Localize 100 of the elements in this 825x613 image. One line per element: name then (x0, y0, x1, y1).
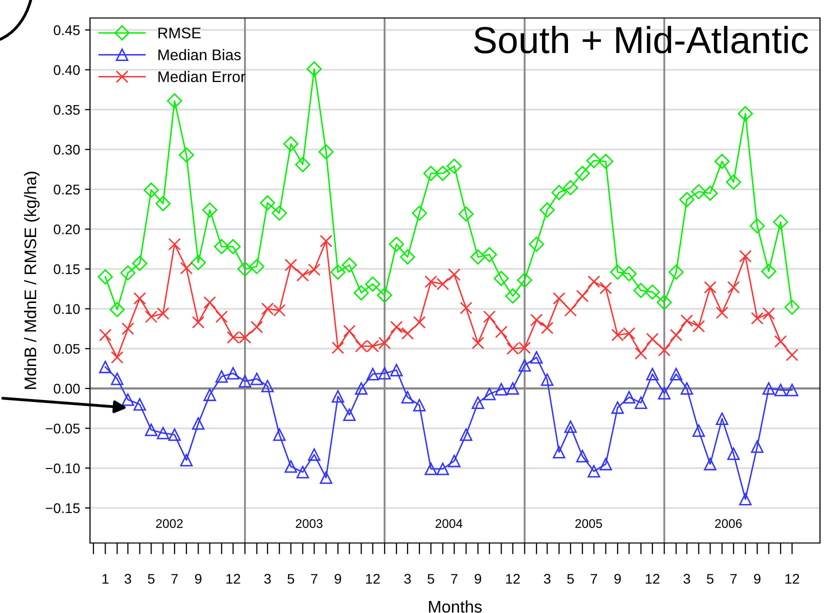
point (98, 269, 113, 284)
point (773, 214, 788, 230)
point (704, 281, 716, 294)
point (586, 153, 602, 168)
x-tick-label: 9 (754, 574, 760, 584)
point (295, 157, 310, 172)
point (751, 312, 764, 325)
point (494, 270, 509, 286)
point (133, 292, 146, 305)
point (423, 166, 438, 181)
x-tick-label: 12 (226, 574, 240, 584)
annotation: 2006 (715, 519, 742, 528)
point (658, 344, 671, 356)
point (110, 372, 124, 386)
y-tick-label: 0.45 (54, 25, 80, 36)
point (448, 268, 460, 281)
point (332, 342, 344, 354)
point (99, 328, 112, 342)
point (762, 382, 775, 395)
annotation: 2005 (575, 519, 602, 528)
point (739, 492, 752, 506)
point (366, 368, 379, 380)
point (646, 332, 659, 346)
point (634, 396, 648, 410)
point (261, 380, 274, 392)
chart-title: South + Mid-Atlantic (474, 26, 808, 54)
point (122, 393, 134, 406)
annotation: 2003 (296, 519, 322, 528)
y-tick-label: −0.10 (46, 463, 80, 474)
point (738, 106, 753, 122)
point (564, 304, 577, 317)
point (318, 144, 334, 160)
x-tick-label: 3 (684, 574, 690, 584)
point (564, 420, 577, 433)
point (168, 238, 181, 250)
y-tick-label: −0.05 (46, 424, 80, 434)
x-tick-label: 12 (785, 574, 800, 584)
x-tick-label: 7 (311, 574, 318, 584)
point (622, 390, 636, 404)
point (495, 382, 508, 396)
point (786, 384, 798, 396)
x-tick-label: 9 (614, 574, 621, 584)
point (401, 327, 414, 340)
x-tick-label: 5 (148, 574, 154, 584)
point (702, 186, 718, 201)
point (448, 454, 460, 468)
x-tick-label: 5 (567, 574, 574, 584)
point (388, 236, 404, 252)
point (458, 206, 474, 222)
y-tick-label: 0.40 (54, 65, 80, 75)
point (726, 174, 742, 190)
point (530, 351, 543, 364)
point (751, 440, 764, 453)
point (540, 322, 554, 334)
point (156, 426, 170, 440)
point (401, 390, 414, 404)
point (576, 450, 589, 462)
point (283, 136, 298, 152)
point (435, 166, 450, 181)
point (598, 154, 614, 169)
point (306, 61, 322, 77)
y-tick-label: 0.15 (54, 264, 80, 274)
point (436, 462, 450, 476)
point (470, 249, 486, 265)
point (204, 388, 216, 402)
point (680, 314, 694, 327)
point (670, 328, 682, 342)
x-tick-label: 3 (264, 574, 271, 584)
point (413, 398, 426, 412)
x-tick-label: 5 (706, 574, 714, 584)
y-tick-label: 0.35 (54, 104, 80, 115)
point (250, 372, 264, 386)
point (460, 302, 472, 314)
x-tick-label: 7 (171, 574, 178, 584)
point (552, 292, 566, 305)
point (540, 202, 555, 218)
point (238, 375, 252, 388)
x-tick-label: 7 (590, 574, 598, 584)
point (284, 460, 298, 473)
point (144, 182, 159, 198)
point (599, 458, 612, 470)
point (133, 398, 146, 411)
point (714, 154, 730, 169)
point (599, 282, 612, 294)
point (610, 264, 626, 280)
x-tick-label: 12 (646, 574, 660, 584)
x-tick-label: 7 (451, 574, 458, 584)
x-tick-label: 9 (474, 574, 482, 584)
point (308, 263, 320, 276)
point (622, 266, 637, 282)
point (784, 300, 800, 315)
point (668, 264, 684, 280)
point (727, 281, 740, 294)
point (320, 471, 332, 484)
point (506, 382, 520, 395)
point (110, 351, 124, 364)
point (483, 388, 496, 400)
point (633, 282, 649, 298)
point (355, 382, 368, 395)
x-tick-label: 1 (102, 574, 108, 584)
